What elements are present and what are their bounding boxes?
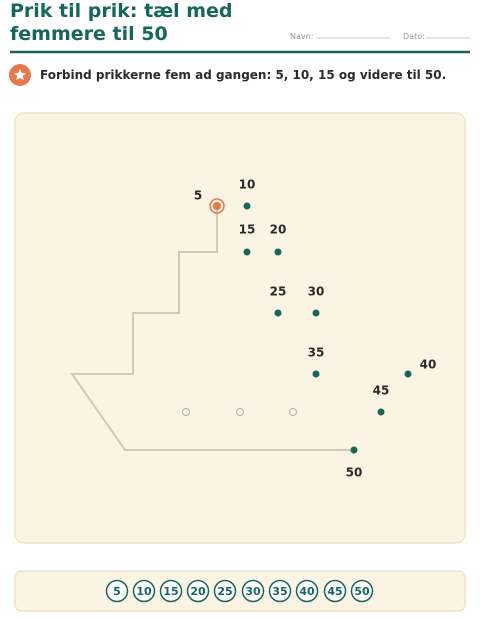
title-line: Prik til prik: tæl med — [10, 0, 233, 22]
number-bubble — [350, 579, 374, 603]
dot-label: 50 — [346, 466, 363, 480]
dot-label: 25 — [270, 285, 287, 299]
dot-label: 30 — [308, 285, 325, 299]
start-ring — [209, 198, 225, 214]
strip-numbers: 5 10 15 20 25 30 35 40 45 50 — [105, 579, 374, 603]
name-label: Navn: — [290, 32, 313, 41]
number-strip — [14, 570, 466, 612]
title-line: femmere til 50 — [10, 23, 168, 45]
dot — [243, 202, 251, 210]
dot-label: 20 — [270, 223, 287, 237]
number-text: 20 — [190, 585, 206, 598]
number-text: 25 — [217, 585, 232, 598]
number-bubble — [186, 579, 210, 603]
star-icon — [14, 69, 26, 81]
dot — [243, 248, 251, 256]
number-text: 30 — [245, 585, 261, 598]
dot — [274, 248, 282, 256]
start-dot — [213, 202, 221, 210]
drawn-outline — [70, 206, 354, 451]
dot — [274, 309, 282, 317]
number-bubble — [132, 579, 156, 603]
porthole — [236, 408, 244, 416]
number-bubble — [295, 579, 319, 603]
dot — [312, 309, 320, 317]
number-text: 15 — [163, 585, 178, 598]
number-text: 50 — [354, 585, 370, 598]
number-bubble — [323, 579, 347, 603]
number-text: 10 — [136, 585, 152, 598]
dot-label: 35 — [308, 346, 325, 360]
dots: 5 10 15 20 25 30 35 40 45 50 — [194, 178, 437, 480]
porthole — [289, 408, 297, 416]
dot-label: 45 — [373, 384, 390, 398]
number-text: 40 — [299, 585, 315, 598]
number-text: 5 — [113, 585, 121, 598]
number-bubble — [105, 579, 129, 603]
dot-label: 15 — [239, 223, 256, 237]
porthole — [182, 408, 190, 416]
number-bubble — [213, 579, 237, 603]
number-text: 35 — [272, 585, 287, 598]
dot — [377, 408, 385, 416]
instruction: Forbind prikkerne fem ad gangen: 5, 10, … — [40, 68, 446, 82]
dot — [312, 370, 320, 378]
number-bubble — [241, 579, 265, 603]
number-text: 45 — [327, 585, 342, 598]
number-bubble — [268, 579, 292, 603]
dot-label: 5 — [194, 189, 202, 203]
puzzle-panel — [14, 112, 466, 544]
dot-label: 40 — [420, 358, 437, 372]
date-label: Dato: — [403, 32, 425, 41]
number-bubble — [159, 579, 183, 603]
dot — [350, 446, 358, 454]
dot-label: 10 — [239, 178, 256, 192]
dot — [404, 370, 412, 378]
